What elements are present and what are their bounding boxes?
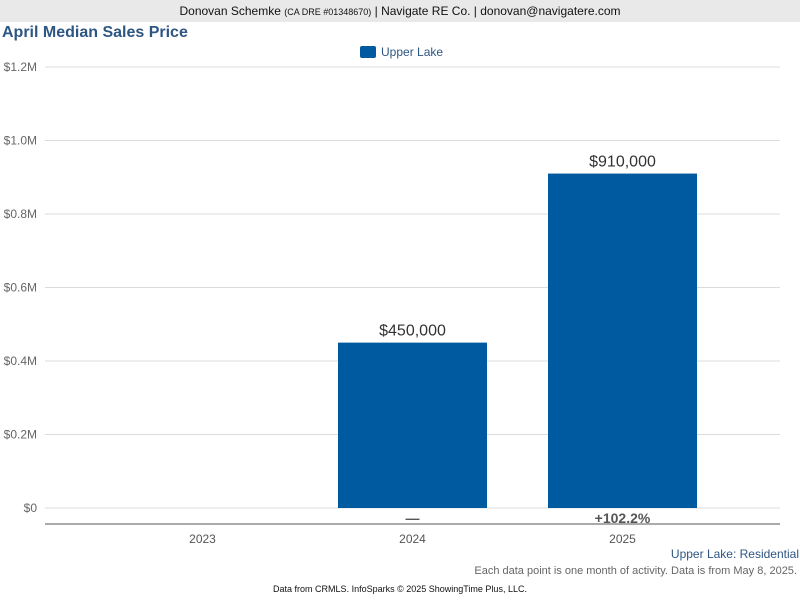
legend-label: Upper Lake [381, 45, 444, 59]
agent-company: | Navigate RE Co. | donovan@navigatere.c… [374, 4, 621, 18]
x-tick-label: 2023 [189, 532, 216, 546]
y-tick-label: $1.2M [4, 60, 37, 74]
y-tick-label: $0.8M [4, 207, 37, 221]
x-tick-label: 2024 [399, 532, 426, 546]
bar-2025[interactable] [548, 173, 697, 508]
agent-header: Donovan Schemke (CA DRE #01348670) | Nav… [0, 0, 800, 22]
y-tick-label: $0.6M [4, 281, 37, 295]
legend-swatch [360, 46, 376, 58]
chart-title: April Median Sales Price [2, 24, 188, 41]
bars: $450,000 — $910,000 +102.2% [338, 154, 697, 526]
bar-2024[interactable] [338, 342, 487, 508]
y-tick-label: $0.2M [4, 428, 37, 442]
y-tick-label: $0 [24, 501, 38, 515]
footer-credit: Data from CRMLS. InfoSparks © 2025 Showi… [273, 584, 527, 594]
x-tick-label: 2025 [609, 532, 636, 546]
y-tick-label: $1.0M [4, 134, 37, 148]
data-note: Each data point is one month of activity… [474, 565, 797, 577]
y-axis-ticks: $0 $0.2M $0.4M $0.6M $0.8M $1.0M $1.2M [4, 60, 38, 515]
bar-value-label: $450,000 [379, 323, 446, 340]
chart-legend[interactable]: Upper Lake [360, 45, 443, 59]
change-label: +102.2% [595, 510, 651, 526]
bar-value-label: $910,000 [589, 154, 656, 171]
agent-name: Donovan Schemke [179, 4, 281, 18]
x-axis-ticks: 2023 2024 2025 [189, 532, 636, 546]
agent-license: (CA DRE #01348670) [284, 7, 372, 17]
change-label: — [406, 510, 420, 526]
series-caption: Upper Lake: Residential [670, 547, 799, 561]
y-tick-label: $0.4M [4, 354, 37, 368]
